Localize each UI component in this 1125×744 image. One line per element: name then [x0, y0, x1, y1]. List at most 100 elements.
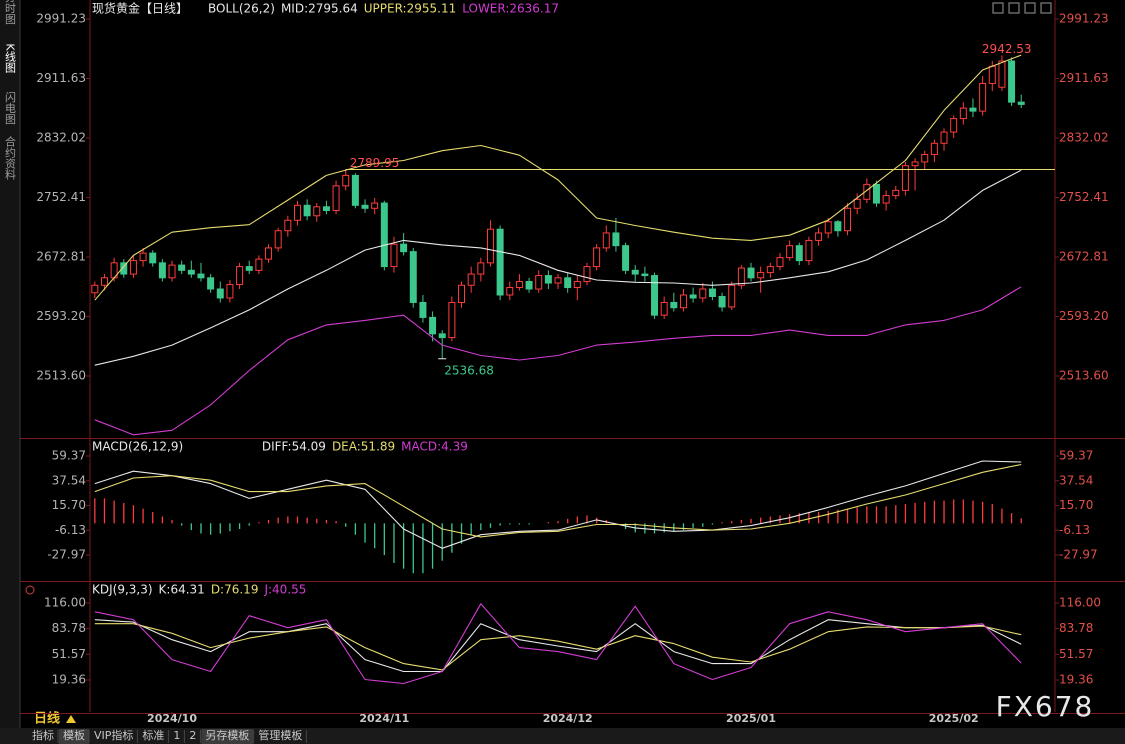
candle-body — [351, 174, 359, 206]
high-annotation: 2942.53 — [982, 42, 1032, 56]
candle-body — [737, 267, 745, 286]
y-tick-label: 51.57 — [52, 647, 86, 661]
indicator-name: BOLL(26,2) — [208, 2, 275, 16]
y-tick-label-right: 2911.63 — [1059, 71, 1109, 85]
sidebar-tab[interactable]: 合约资料 — [4, 135, 17, 181]
line-series — [94, 619, 1022, 673]
legend-entry: UPPER:2955.11 — [364, 2, 456, 16]
candle-body — [332, 185, 340, 212]
panel-title: MACD(26,12,9) — [92, 440, 183, 454]
bottom-tab[interactable]: 1 — [173, 729, 180, 742]
y-tick-label-right: 116.00 — [1059, 595, 1101, 609]
candle-body — [747, 267, 755, 279]
candle-body — [805, 239, 813, 262]
candle-body — [863, 183, 871, 200]
y-tick-label: 2672.81 — [36, 250, 86, 264]
candle-body — [728, 284, 736, 308]
legend-entry: LOWER:2636.17 — [462, 2, 559, 16]
candle-body — [361, 204, 369, 209]
candle-body — [255, 258, 263, 271]
x-tick-label: 2024/10 — [147, 712, 197, 725]
legend-entry: J:40.55 — [263, 583, 306, 597]
candle-body — [265, 247, 273, 260]
period-label[interactable]: 日线 — [34, 711, 60, 727]
candle-body — [544, 275, 552, 284]
y-tick-label-right: 2593.20 — [1059, 309, 1109, 323]
bottom-tab[interactable]: 管理模板 — [258, 728, 302, 742]
panel-title: 现货黄金【日线】 — [92, 1, 188, 16]
y-tick-label: 37.54 — [52, 473, 86, 487]
candle-body — [303, 204, 311, 217]
candle-body — [496, 228, 504, 296]
tab-highlight — [201, 729, 254, 744]
candle-body — [776, 257, 784, 268]
candle-body — [969, 107, 977, 112]
y-tick-label: 15.70 — [52, 498, 86, 512]
y-tick-label: 2513.60 — [36, 369, 86, 383]
candle-body — [91, 284, 99, 294]
y-tick-label: 2991.23 — [36, 12, 86, 26]
candle-body — [979, 82, 987, 112]
candle-body — [284, 219, 292, 232]
candle-body — [699, 288, 707, 299]
y-tick-label: -6.13 — [55, 523, 86, 537]
candle-body — [564, 277, 572, 289]
icon-settings[interactable] — [1024, 2, 1036, 14]
bottom-tab[interactable]: 2 — [189, 729, 196, 742]
candle-body — [187, 269, 195, 275]
y-tick-label-right: 15.70 — [1059, 498, 1093, 512]
y-tick-label-right: 37.54 — [1059, 473, 1093, 487]
candle-body — [872, 183, 880, 204]
candle-body — [390, 243, 398, 268]
candle-body — [930, 142, 938, 155]
icon-zoom[interactable] — [1008, 2, 1020, 14]
candle-body — [757, 272, 765, 279]
sidebar-tab[interactable]: K线图 — [4, 43, 17, 73]
candle-body — [448, 301, 456, 339]
bottom-tab[interactable]: 标准 — [142, 728, 164, 742]
legend-entry: DEA:51.89 — [332, 440, 395, 454]
low-annotation: 2536.68 — [444, 363, 494, 377]
candle-body — [400, 243, 408, 253]
bottom-tab[interactable]: 模板 — [63, 728, 85, 742]
candle-body — [795, 245, 803, 262]
watermark: FX678 — [996, 690, 1095, 723]
y-tick-label-right: 2752.41 — [1059, 190, 1109, 204]
line-series — [94, 286, 1022, 436]
candle-body — [322, 206, 330, 212]
sidebar-tab[interactable]: 分时图 — [4, 0, 17, 25]
candle-body — [708, 288, 716, 297]
candle-body — [660, 301, 668, 316]
period-arrow[interactable] — [66, 715, 76, 723]
high-annotation: 2789.95 — [350, 156, 400, 170]
bottom-tab[interactable]: VIP指标 — [94, 728, 133, 742]
bottom-tab[interactable]: 指标 — [32, 728, 54, 742]
candle-body — [515, 281, 523, 289]
y-tick-label-right: 2513.60 — [1059, 369, 1109, 383]
icon-window[interactable] — [1040, 2, 1052, 14]
candle-body — [950, 118, 958, 133]
candle-body — [901, 165, 909, 191]
bottom-tab[interactable]: 另存模板 — [205, 728, 249, 742]
legend-entry: DIFF:54.09 — [262, 440, 326, 454]
candle-body — [467, 273, 475, 286]
candle-body — [844, 207, 852, 232]
y-tick-label-right: 83.78 — [1059, 621, 1093, 635]
candle-body — [911, 161, 919, 167]
line-series — [94, 54, 1022, 301]
icon-move[interactable] — [992, 2, 1004, 14]
sidebar-tab[interactable]: 闪电图 — [4, 90, 17, 125]
candle-body — [158, 262, 166, 279]
candle-body — [583, 266, 591, 283]
y-tick-label-right: 2672.81 — [1059, 250, 1109, 264]
candle-body — [139, 252, 147, 262]
sidebar — [0, 0, 20, 728]
candle-body — [236, 266, 244, 286]
y-tick-label-right: 2832.02 — [1059, 131, 1109, 145]
line-series — [94, 169, 1022, 366]
candle-body — [458, 284, 466, 303]
y-tick-label-right: 19.36 — [1059, 673, 1093, 687]
kdj-icon[interactable] — [25, 585, 35, 595]
candle-body — [631, 269, 639, 275]
